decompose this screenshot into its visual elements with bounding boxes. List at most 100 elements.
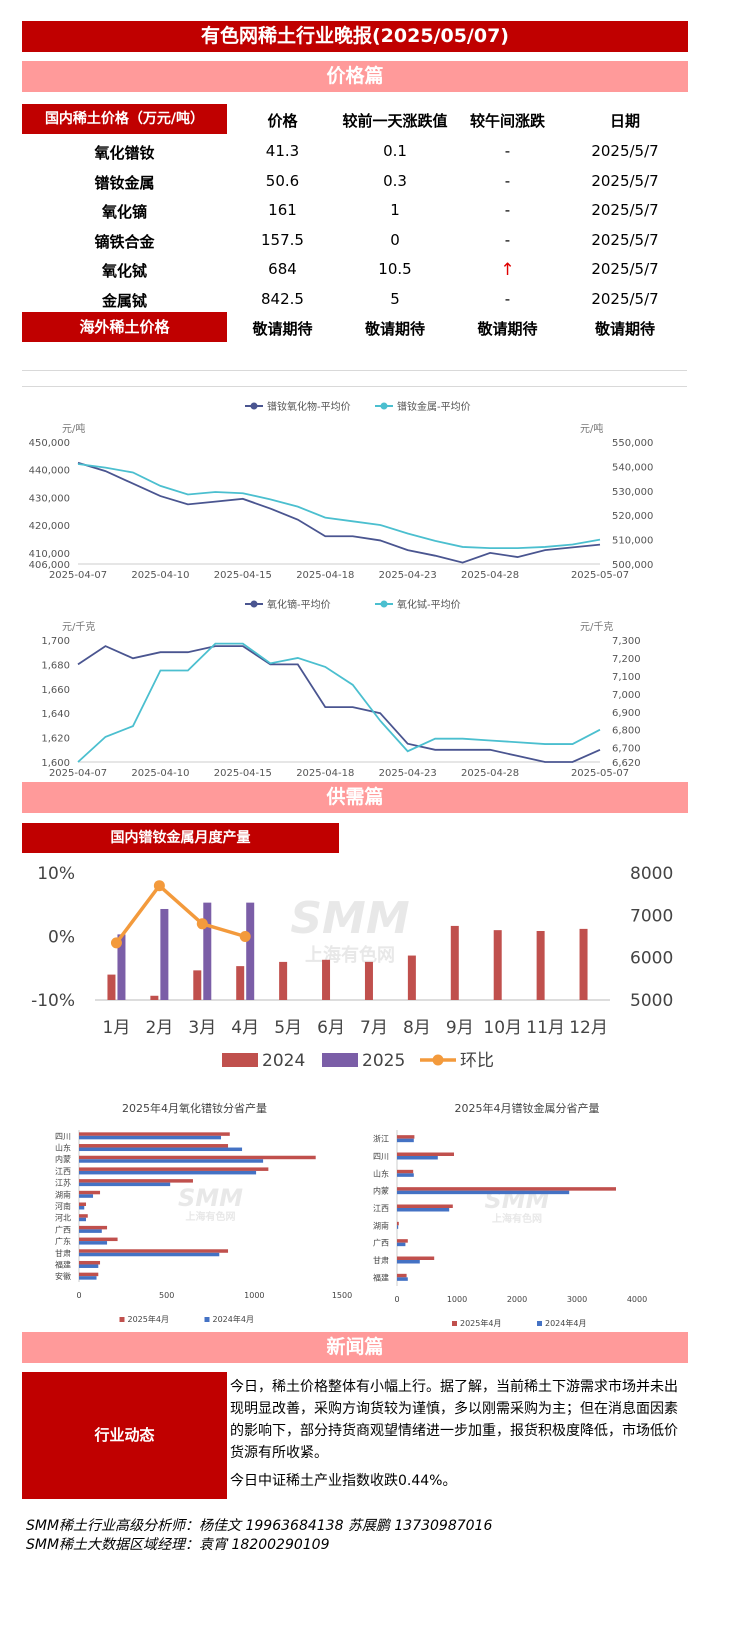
y-right-tick: 520,000 — [612, 511, 653, 522]
x-tick-label: 1月 — [103, 1018, 131, 1038]
y-left-unit: 元/千克 — [62, 621, 95, 633]
legend-swatch-2024-04 — [204, 1317, 210, 1322]
bar-2025 — [203, 902, 212, 1000]
col-header-date: 日期 — [609, 112, 640, 130]
legend-label: 2024 — [262, 1051, 305, 1071]
bar-2024-04 — [397, 1208, 450, 1212]
series-line — [77, 645, 601, 763]
row-noon: - — [504, 171, 511, 190]
y-right-tick: 7,100 — [612, 672, 641, 683]
bar-2024-04 — [79, 1170, 257, 1175]
category-label: 甘肃 — [55, 1248, 71, 1258]
bar-2025-04 — [79, 1249, 229, 1253]
category-label: 江苏 — [55, 1178, 71, 1188]
y-right-tick: 500,000 — [612, 560, 653, 571]
x-tick-label: 0 — [394, 1295, 399, 1304]
row-date: 2025/5/7 — [591, 260, 659, 278]
category-label: 山东 — [55, 1143, 71, 1153]
legend-swatch-2025-04 — [119, 1317, 125, 1322]
bar-2024 — [579, 928, 588, 1000]
bar-2024-04 — [79, 1194, 94, 1198]
x-tick-label: 2025-04-07 — [49, 570, 107, 581]
category-label: 福建 — [373, 1272, 389, 1282]
row-noon: - — [504, 201, 511, 219]
legend-swatch-2024-04 — [537, 1321, 542, 1326]
row-change: 1 — [390, 201, 400, 219]
bar-2024-04 — [397, 1156, 438, 1160]
y-left-tick: 10% — [37, 864, 75, 884]
bar-2024-04 — [79, 1276, 97, 1280]
bar-2025-04 — [79, 1214, 88, 1218]
x-tick-label: 4000 — [627, 1295, 647, 1304]
x-tick-label: 2025-04-10 — [131, 768, 189, 779]
row-date: 2025/5/7 — [591, 142, 659, 160]
bar-2025-04 — [397, 1135, 415, 1139]
x-tick-label: 3000 — [567, 1295, 587, 1304]
bar-2024-04 — [79, 1206, 85, 1210]
bar-2025-04 — [79, 1237, 118, 1242]
news-paragraph: 今日中证稀土产业指数收跌0.44%。 — [230, 1473, 457, 1489]
y-right-tick: 8000 — [630, 864, 673, 884]
bar-2025-04 — [79, 1167, 269, 1171]
bar-2025-04 — [397, 1169, 414, 1174]
col-header-noon: 较午间涨跌 — [469, 112, 545, 130]
row-price: 41.3 — [265, 142, 300, 160]
col-header-price: 价格 — [267, 112, 298, 130]
bar-2024 — [150, 995, 159, 1000]
category-label: 安徽 — [55, 1271, 71, 1281]
row-noon: - — [504, 289, 511, 308]
y-right-tick: 540,000 — [612, 462, 653, 473]
row-date: 2025/5/7 — [591, 289, 659, 308]
category-label: 广东 — [55, 1236, 71, 1246]
legend-label: 氧化镝-平均价 — [267, 598, 331, 611]
legend-label: 2024年4月 — [545, 1318, 586, 1328]
watermark-text: 上海有色网 — [305, 944, 395, 966]
bar-2024-04 — [397, 1173, 414, 1177]
y-right-tick: 6,900 — [612, 708, 641, 719]
row-price: 161 — [268, 201, 297, 219]
y-left-tick: 430,000 — [29, 493, 70, 504]
x-tick-label: 500 — [159, 1291, 174, 1300]
bar-2025-04 — [397, 1152, 454, 1156]
watermark-logo: SMM — [178, 1184, 243, 1212]
bar-2025-04 — [397, 1256, 435, 1260]
price-table-header-label: 国内稀土价格（万元/吨） — [22, 104, 227, 134]
y-right-tick: 530,000 — [612, 487, 653, 498]
x-tick-label: 4月 — [231, 1018, 259, 1038]
y-right-tick: 7,200 — [612, 654, 641, 665]
watermark-logo: SMM — [290, 893, 409, 944]
legend-label: 2025 — [362, 1051, 405, 1071]
bar-2024-04 — [79, 1241, 108, 1245]
bar-2024-04 — [79, 1252, 220, 1257]
legend-label: 氧化铽-平均价 — [397, 598, 461, 611]
bar-2024 — [364, 961, 373, 1000]
x-tick-label: 9月 — [446, 1018, 474, 1038]
section-price-banner: 价格篇 — [22, 61, 688, 92]
row-price: 50.6 — [265, 171, 300, 190]
row-price: 157.5 — [261, 230, 304, 249]
bar-2024-04 — [79, 1182, 171, 1187]
row-noon: ↑ — [500, 260, 515, 280]
y-right-tick: 6,800 — [612, 726, 641, 737]
row-noon: - — [504, 142, 511, 160]
x-tick-label: 6月 — [317, 1018, 345, 1038]
row-name: 氧化镝 — [101, 203, 147, 221]
category-label: 广西 — [55, 1224, 71, 1234]
category-label: 福建 — [55, 1259, 71, 1269]
overseas-value-change: 敬请期待 — [364, 320, 425, 338]
category-label: 四川 — [373, 1152, 389, 1161]
news-paragraph: 今日，稀土价格整体有小幅上行。据了解，当前稀土下游需求市场并未出现明显改善，采购… — [230, 1379, 678, 1461]
bar-2025-04 — [397, 1187, 616, 1191]
overseas-value-date: 敬请期待 — [594, 320, 655, 338]
row-change: 5 — [390, 289, 400, 308]
y-left-tick: 1,700 — [41, 636, 70, 647]
x-tick-label: 8月 — [403, 1018, 431, 1038]
bar-2025 — [117, 934, 126, 1000]
bar-2025-04 — [397, 1221, 399, 1226]
row-change: 0.1 — [383, 142, 407, 160]
series-line-mom — [115, 883, 246, 944]
divider — [22, 370, 687, 371]
